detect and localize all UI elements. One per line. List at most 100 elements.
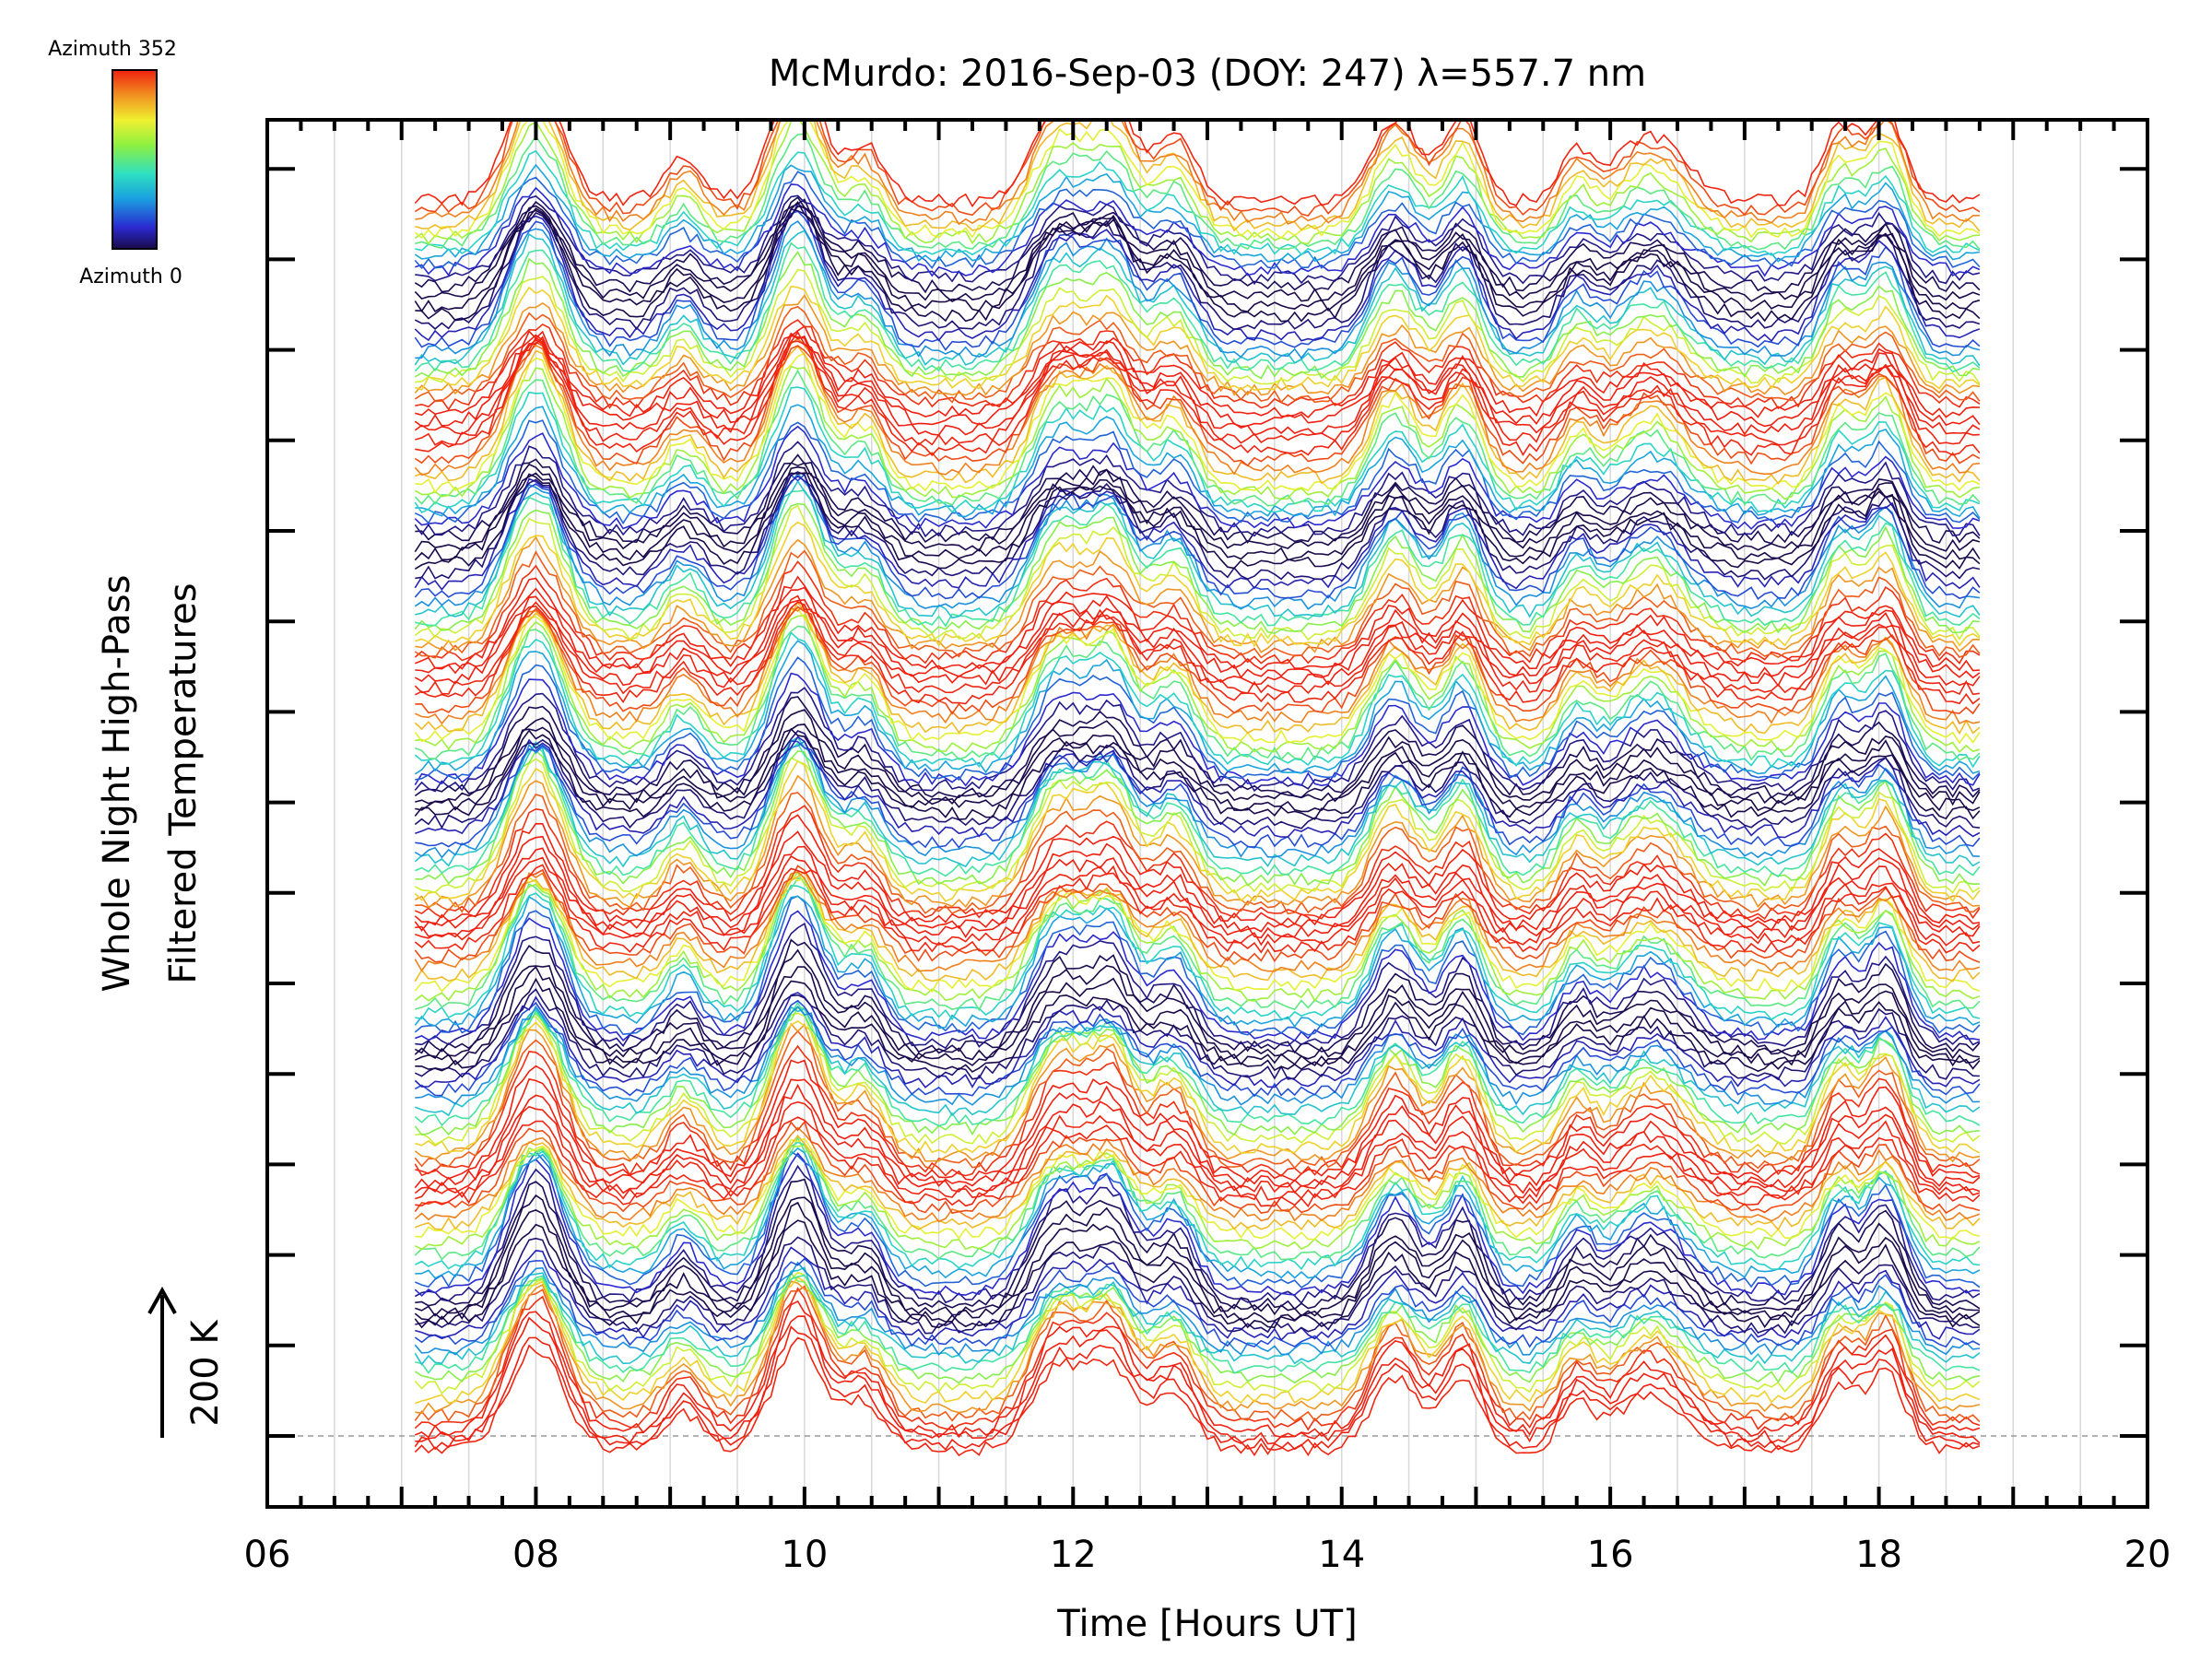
y-axis-label-line1: Whole Night High-Pass <box>96 575 138 993</box>
azimuth-trace <box>414 1022 1981 1163</box>
azimuth-trace <box>414 1257 1981 1348</box>
x-tick-label: 12 <box>1050 1534 1097 1576</box>
azimuth-trace <box>414 1285 1981 1423</box>
azimuth-trace <box>414 305 1981 404</box>
azimuth-trace <box>414 340 1981 467</box>
x-tick-label: 14 <box>1318 1534 1365 1576</box>
azimuth-trace <box>414 229 1981 367</box>
azimuth-trace <box>414 1325 1981 1452</box>
azimuth-trace <box>414 241 1981 373</box>
colorbar <box>112 69 158 250</box>
azimuth-trace <box>415 133 1981 251</box>
azimuth-trace <box>415 352 1981 494</box>
azimuth-trace <box>414 210 1981 351</box>
azimuth-trace <box>414 1077 1981 1189</box>
azimuth-trace <box>414 1150 1981 1288</box>
azimuth-trace <box>414 504 1981 641</box>
azimuth-trace <box>414 472 1981 561</box>
azimuth-trace <box>415 884 1981 1021</box>
azimuth-trace <box>414 601 1981 735</box>
azimuth-trace <box>414 120 1981 208</box>
azimuth-trace <box>414 120 1981 218</box>
azimuth-trace <box>414 560 1981 665</box>
azimuth-trace <box>415 404 1981 519</box>
azimuth-trace <box>415 606 1981 715</box>
traces <box>414 120 1981 1457</box>
azimuth-trace <box>414 294 1980 396</box>
azimuth-trace <box>415 1194 1980 1317</box>
azimuth-trace <box>414 1135 1981 1261</box>
azimuth-trace <box>414 1001 1981 1127</box>
azimuth-trace <box>414 250 1981 380</box>
azimuth-trace <box>414 870 1981 982</box>
azimuth-trace <box>414 759 1981 903</box>
azimuth-trace <box>415 977 1981 1073</box>
azimuth-trace <box>414 475 1981 591</box>
azimuth-trace <box>414 740 1980 859</box>
azimuth-trace <box>415 877 1981 1012</box>
azimuth-trace <box>415 1012 1981 1146</box>
azimuth-trace <box>415 1236 1980 1335</box>
azimuth-trace <box>415 268 1981 385</box>
azimuth-trace <box>414 1126 1981 1223</box>
azimuth-trace <box>414 549 1981 659</box>
x-tick-label: 10 <box>781 1534 828 1576</box>
azimuth-trace <box>414 200 1981 313</box>
azimuth-trace <box>414 736 1981 868</box>
scale-label: 200 K <box>184 1319 227 1427</box>
azimuth-trace <box>414 1083 1981 1194</box>
azimuth-trace <box>415 1178 1981 1312</box>
azimuth-trace <box>414 425 1981 531</box>
azimuth-trace <box>414 1044 1981 1177</box>
x-axis-label: Time [Hours UT] <box>1056 1603 1357 1645</box>
x-tick-label: 20 <box>2124 1534 2171 1576</box>
y-axis-label-line2: Filtered Temperatures <box>162 582 205 983</box>
azimuth-trace <box>414 331 1981 436</box>
azimuth-trace <box>415 1137 1981 1241</box>
azimuth-trace <box>414 988 1980 1081</box>
azimuth-trace <box>415 735 1981 839</box>
azimuth-trace <box>414 601 1981 705</box>
azimuth-trace <box>415 740 1981 849</box>
azimuth-trace <box>415 183 1981 277</box>
azimuth-trace <box>414 502 1980 635</box>
azimuth-trace <box>415 120 1980 226</box>
azimuth-trace <box>415 792 1981 915</box>
azimuth-trace <box>414 473 1981 600</box>
azimuth-trace <box>414 171 1981 270</box>
azimuth-trace <box>414 1152 1980 1297</box>
azimuth-trace <box>414 208 1981 331</box>
azimuth-trace <box>415 149 1981 256</box>
azimuth-trace <box>415 285 1981 392</box>
azimuth-trace <box>415 845 1981 940</box>
azimuth-trace <box>415 521 1981 648</box>
azimuth-trace <box>414 1120 1981 1215</box>
azimuth-trace <box>414 202 1981 343</box>
azimuth-trace <box>414 948 1980 1061</box>
azimuth-trace <box>414 871 1981 1003</box>
azimuth-trace <box>414 865 1981 963</box>
azimuth-trace <box>414 992 1981 1088</box>
azimuth-trace <box>414 337 1980 477</box>
x-tick-labels: 06 08 10 12 14 16 18 20 <box>244 1534 2171 1576</box>
azimuth-trace <box>414 757 1981 894</box>
azimuth-trace <box>415 575 1980 672</box>
azimuth-trace <box>414 774 1980 909</box>
azimuth-trace <box>415 724 1981 813</box>
azimuth-trace <box>415 910 1981 1041</box>
x-tick-label: 08 <box>512 1534 559 1576</box>
azimuth-trace <box>414 369 1981 507</box>
azimuth-trace <box>414 365 1981 500</box>
azimuth-trace <box>415 338 1981 457</box>
azimuth-trace <box>414 1201 1981 1323</box>
azimuth-trace <box>414 1271 1981 1384</box>
azimuth-trace <box>415 319 1981 411</box>
azimuth-trace <box>414 938 1981 1055</box>
azimuth-trace <box>415 656 1981 782</box>
azimuth-trace <box>414 472 1981 610</box>
x-tick-label: 06 <box>244 1534 291 1576</box>
azimuth-trace <box>414 687 1981 793</box>
azimuth-trace <box>415 471 1981 581</box>
axis-ticks <box>265 120 2149 1507</box>
